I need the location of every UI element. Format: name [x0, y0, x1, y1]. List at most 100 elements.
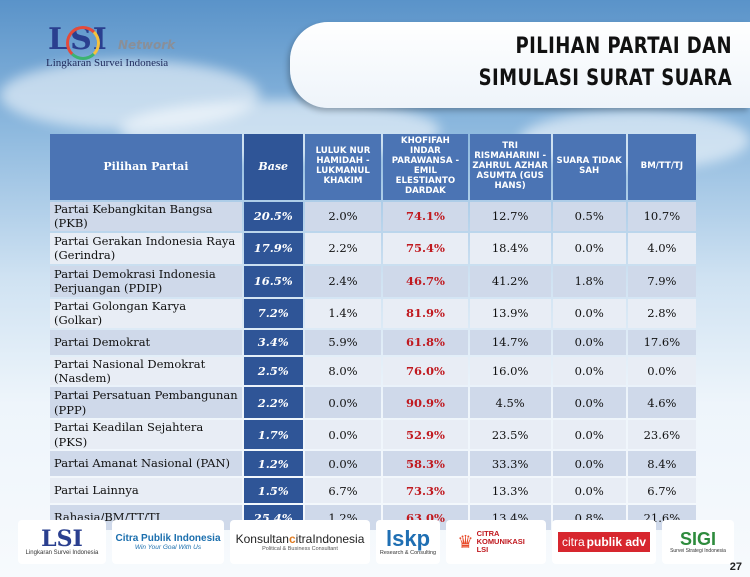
- base-cell: 1.2%: [243, 451, 303, 476]
- undecided-cell: 0.0%: [627, 356, 696, 386]
- candidate-1-cell: 0.0%: [304, 451, 382, 476]
- base-cell: 1.7%: [243, 420, 303, 449]
- base-cell: 1.5%: [243, 478, 303, 503]
- candidate-2-cell: 58.3%: [383, 451, 468, 476]
- kci-logo-line: KonsultancitraIndonesia: [236, 532, 365, 546]
- cpa-logo-text2: publik adv: [586, 532, 650, 552]
- kci-logo-text: Konsultan: [235, 532, 289, 546]
- col-header-candidate-3: TRI RISMAHARINI - ZAHRUL AZHAR ASUMTA (G…: [469, 134, 551, 200]
- candidate-3-cell: 23.5%: [469, 420, 551, 449]
- candidate-1-cell: 8.0%: [304, 356, 382, 386]
- candidate-2-cell: 61.8%: [383, 329, 468, 355]
- ckl-logo-text: CITRA KOMUNIKASI LSI: [476, 528, 525, 555]
- logo-subtitle: Lingkaran Survei Indonesia: [46, 57, 169, 69]
- invalid-vote-cell: 0.0%: [552, 356, 626, 386]
- lskp-logo-text: lskp: [385, 526, 431, 551]
- table-row: Partai Demokrat 3.4% 5.9% 61.8% 14.7% 0.0% 17.…: [50, 329, 696, 355]
- cpi-logo-sub: Win Your Goal With Us: [134, 544, 202, 551]
- table-row: Partai Kebangkitan Bangsa (PKB) 20.5% 2.0%…: [50, 202, 696, 231]
- base-cell: 17.9%: [243, 232, 303, 264]
- sigi-logo-sub: Survei Strategi Indonesia: [670, 548, 726, 554]
- party-name-cell: Partai Gerakan Indonesia Raya (Gerindra): [50, 232, 242, 264]
- lsi-footer-logo: LSI Lingkaran Survei Indonesia: [18, 520, 106, 564]
- col-header-invalid: SUARA TIDAK SAH: [552, 134, 626, 200]
- invalid-vote-cell: 0.0%: [552, 232, 626, 264]
- candidate-3-cell: 16.0%: [469, 356, 551, 386]
- undecided-cell: 7.9%: [627, 265, 696, 297]
- candidate-3-cell: 13.9%: [469, 298, 551, 328]
- party-name-cell: Partai Amanat Nasional (PAN): [50, 451, 242, 476]
- party-name-cell: Partai Demokrasi Indonesia Perjuangan (P…: [50, 265, 242, 297]
- kci-logo-sub: Political & Business Consultant: [262, 546, 338, 552]
- candidate-3-cell: 33.3%: [469, 451, 551, 476]
- party-vote-table: Pilihan Partai Base LULUK NUR HAMIDAH - …: [48, 132, 698, 532]
- undecided-cell: 6.7%: [627, 478, 696, 503]
- candidate-1-cell: 0.0%: [304, 387, 382, 419]
- undecided-cell: 4.6%: [627, 387, 696, 419]
- logo-network-label: Network: [118, 38, 176, 52]
- candidate-2-cell: 76.0%: [383, 356, 468, 386]
- party-name-cell: Partai Demokrat: [50, 329, 242, 355]
- citra-publik-indonesia-logo: Citra Publik Indonesia Win Your Goal Wit…: [112, 520, 224, 564]
- invalid-vote-cell: 0.0%: [552, 329, 626, 355]
- candidate-2-cell: 74.1%: [383, 202, 468, 231]
- candidate-3-cell: 14.7%: [469, 329, 551, 355]
- candidate-3-cell: 41.2%: [469, 265, 551, 297]
- party-name-cell: Partai Nasional Demokrat (Nasdem): [50, 356, 242, 386]
- invalid-vote-cell: 0.0%: [552, 478, 626, 503]
- table-header-row: Pilihan Partai Base LULUK NUR HAMIDAH - …: [50, 134, 696, 200]
- candidate-3-cell: 12.7%: [469, 202, 551, 231]
- invalid-vote-cell: 0.0%: [552, 298, 626, 328]
- candidate-1-cell: 2.0%: [304, 202, 382, 231]
- lsi-footer-logo-sub: Lingkaran Survei Indonesia: [25, 550, 99, 556]
- table-row: Partai Amanat Nasional (PAN) 1.2% 0.0% 58.3…: [50, 451, 696, 476]
- slide-title-line2: SIMULASI SURAT SUARA: [478, 66, 732, 91]
- party-name-cell: Partai Golongan Karya (Golkar): [50, 298, 242, 328]
- base-cell: 3.4%: [243, 329, 303, 355]
- candidate-1-cell: 1.4%: [304, 298, 382, 328]
- undecided-cell: 10.7%: [627, 202, 696, 231]
- lsi-network-logo: LSI Network Lingkaran Survei Indonesia: [40, 22, 200, 72]
- lskp-logo-sub: Research & Consulting: [379, 550, 437, 556]
- candidate-1-cell: 2.4%: [304, 265, 382, 297]
- konsultan-citra-indonesia-logo: KonsultancitraIndonesia Political & Busi…: [230, 520, 370, 564]
- table-row: Partai Nasional Demokrat (Nasdem) 2.5% 8.0…: [50, 356, 696, 386]
- crown-icon: ♛: [457, 531, 474, 552]
- undecided-cell: 8.4%: [627, 451, 696, 476]
- lsi-footer-logo-text: LSI: [41, 526, 83, 552]
- base-cell: 20.5%: [243, 202, 303, 231]
- slide-title-box: PILIHAN PARTAI DAN SIMULASI SURAT SUARA: [290, 22, 750, 108]
- candidate-2-cell: 81.9%: [383, 298, 468, 328]
- candidate-1-cell: 5.9%: [304, 329, 382, 355]
- party-name-cell: Partai Kebangkitan Bangsa (PKB): [50, 202, 242, 231]
- page-number: 27: [729, 561, 742, 573]
- party-name-cell: Partai Lainnya: [50, 478, 242, 503]
- cpi-logo-text: Citra Publik Indonesia: [115, 533, 221, 544]
- base-cell: 2.2%: [243, 387, 303, 419]
- logo-ring-icon: [66, 26, 100, 60]
- base-cell: 2.5%: [243, 356, 303, 386]
- sponsor-footer: LSI Lingkaran Survei Indonesia Citra Pub…: [0, 512, 750, 577]
- kci-logo-text2: itraIndonesia: [295, 532, 365, 546]
- candidate-2-cell: 75.4%: [383, 232, 468, 264]
- table-row: Partai Gerakan Indonesia Raya (Gerindra)…: [50, 232, 696, 264]
- candidate-2-cell: 46.7%: [383, 265, 468, 297]
- candidate-1-cell: 2.2%: [304, 232, 382, 264]
- cpa-logo-text: citra: [557, 532, 587, 552]
- lskp-logo: lskp Research & Consulting: [376, 520, 440, 564]
- undecided-cell: 23.6%: [627, 420, 696, 449]
- col-header-candidate-2: KHOFIFAH INDAR PARAWANSA - EMIL ELESTIAN…: [383, 134, 468, 200]
- table-row: Partai Keadilan Sejahtera (PKS) 1.7% 0.0% 5…: [50, 420, 696, 449]
- col-header-party: Pilihan Partai: [50, 134, 242, 200]
- table-row: Partai Golongan Karya (Golkar) 7.2% 1.4% 81…: [50, 298, 696, 328]
- party-name-cell: Partai Keadilan Sejahtera (PKS): [50, 420, 242, 449]
- candidate-2-cell: 52.9%: [383, 420, 468, 449]
- base-cell: 16.5%: [243, 265, 303, 297]
- candidate-3-cell: 18.4%: [469, 232, 551, 264]
- candidate-1-cell: 6.7%: [304, 478, 382, 503]
- party-name-cell: Partai Persatuan Pembangunan (PPP): [50, 387, 242, 419]
- undecided-cell: 17.6%: [627, 329, 696, 355]
- undecided-cell: 4.0%: [627, 232, 696, 264]
- table-row: Partai Lainnya 1.5% 6.7% 73.3% 13.3% 0.0% 6.7%: [50, 478, 696, 503]
- base-cell: 7.2%: [243, 298, 303, 328]
